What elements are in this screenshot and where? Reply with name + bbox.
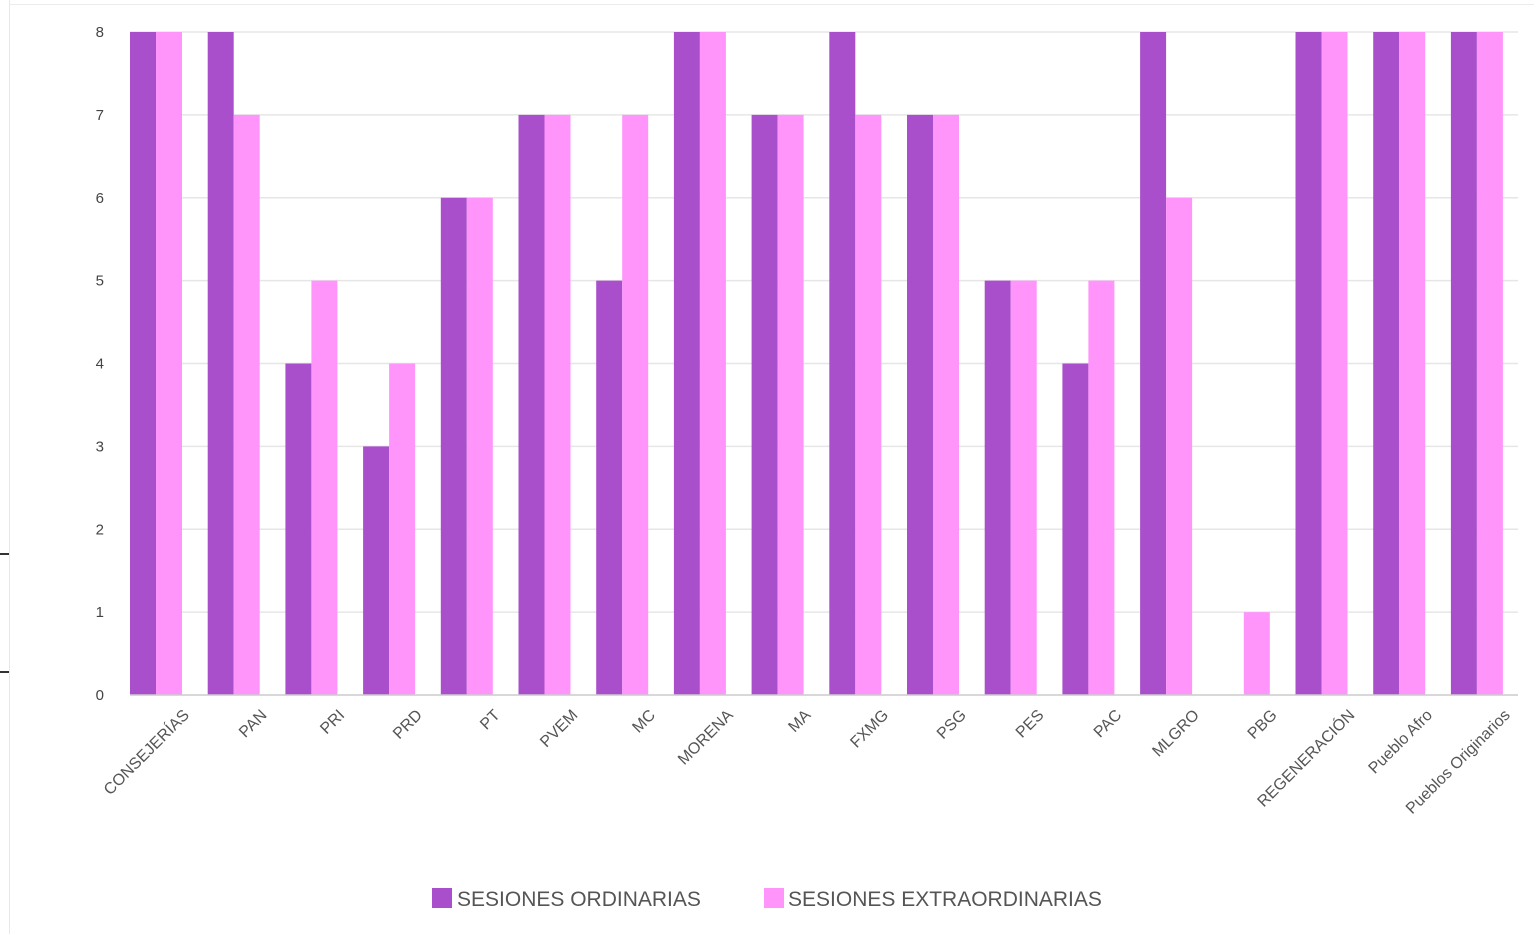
bar-ordinarias bbox=[984, 280, 1011, 695]
bar-extraordinarias bbox=[1476, 32, 1503, 695]
bar-ordinarias bbox=[1295, 32, 1322, 695]
bar-extraordinarias bbox=[1088, 280, 1115, 695]
x-tick-label: CONSEJERÍAS bbox=[100, 705, 193, 798]
y-tick-label: 6 bbox=[96, 190, 104, 207]
bar-extraordinarias bbox=[933, 114, 959, 695]
legend-label: SESIONES ORDINARIAS bbox=[457, 888, 701, 911]
x-tick-label: PES bbox=[1013, 707, 1048, 742]
y-tick-label: 2 bbox=[96, 521, 104, 538]
bar-ordinarias bbox=[363, 446, 390, 695]
x-tick-label: MLGRO bbox=[1149, 707, 1203, 761]
frame-border-top bbox=[9, 4, 1534, 5]
bars bbox=[130, 32, 1503, 695]
bar-ordinarias bbox=[673, 32, 700, 695]
x-tick-label: PSG bbox=[934, 707, 970, 743]
x-tick-label: PAN bbox=[236, 707, 270, 741]
bar-ordinarias bbox=[751, 114, 778, 695]
y-tick-label: 8 bbox=[96, 24, 104, 41]
bar-ordinarias bbox=[596, 280, 623, 695]
bar-extraordinarias bbox=[855, 114, 882, 695]
y-tick-label: 4 bbox=[96, 356, 104, 373]
x-tick-label: PBG bbox=[1245, 707, 1281, 743]
y-tick-label: 3 bbox=[96, 438, 104, 455]
y-tick-label: 0 bbox=[96, 687, 104, 704]
bar-ordinarias bbox=[130, 32, 156, 695]
bar-extraordinarias bbox=[622, 114, 649, 695]
x-tick-label: PT bbox=[477, 707, 504, 734]
bar-ordinarias bbox=[285, 363, 312, 695]
x-tick-label: PAC bbox=[1091, 707, 1125, 741]
x-tick-label: Pueblo Afro bbox=[1366, 707, 1437, 778]
x-tick-label: PRI bbox=[317, 707, 348, 738]
y-tick-label: 1 bbox=[96, 604, 104, 621]
x-tick-label: PVEM bbox=[537, 707, 581, 751]
bar-ordinarias bbox=[907, 114, 933, 695]
bar-extraordinarias bbox=[1166, 197, 1193, 695]
x-tick-label: FXMG bbox=[847, 707, 892, 752]
bar-ordinarias bbox=[829, 32, 856, 695]
gridlines bbox=[130, 31, 1518, 613]
bar-ordinarias bbox=[440, 197, 467, 695]
bar-extraordinarias bbox=[1010, 280, 1037, 695]
bar-extraordinarias bbox=[699, 32, 726, 695]
bar-extraordinarias bbox=[777, 114, 804, 695]
x-tick-label: MC bbox=[629, 707, 659, 737]
bar-extraordinarias bbox=[1321, 32, 1348, 695]
frame-border-left bbox=[9, 0, 10, 934]
x-axis-ticks: CONSEJERÍAS PAN PRI PRD PT PVEM MC MORENA MA FXMG… bbox=[100, 705, 1514, 817]
edge-marker bbox=[0, 671, 9, 673]
bar-extraordinarias bbox=[1243, 612, 1270, 695]
bar-ordinarias bbox=[207, 32, 234, 695]
y-tick-label: 5 bbox=[96, 273, 104, 290]
bar-ordinarias bbox=[518, 114, 545, 695]
x-tick-label: PRD bbox=[390, 707, 426, 743]
bar-extraordinarias bbox=[466, 197, 493, 695]
legend-label: SESIONES EXTRAORDINARIAS bbox=[788, 888, 1102, 911]
legend-swatch bbox=[764, 888, 784, 908]
x-tick-label: MA bbox=[785, 707, 814, 736]
y-tick-label: 7 bbox=[96, 107, 104, 124]
y-axis-ticks: 0 1 2 3 4 5 6 7 8 bbox=[96, 24, 104, 704]
bar-extraordinarias bbox=[1399, 32, 1426, 695]
bar-ordinarias bbox=[1140, 32, 1167, 695]
legend-swatch bbox=[432, 888, 452, 908]
legend: SESIONES ORDINARIAS SESIONES EXTRAORDINAR… bbox=[432, 888, 1102, 911]
bar-extraordinarias bbox=[156, 32, 182, 695]
bar-extraordinarias bbox=[233, 114, 260, 695]
bar-extraordinarias bbox=[544, 114, 571, 695]
x-tick-label: MORENA bbox=[675, 707, 737, 769]
bar-ordinarias bbox=[1373, 32, 1400, 695]
bar-ordinarias bbox=[1450, 32, 1477, 695]
bar-ordinarias bbox=[1062, 363, 1089, 695]
bar-extraordinarias bbox=[389, 363, 416, 695]
bar-extraordinarias bbox=[311, 280, 338, 695]
edge-marker bbox=[0, 553, 9, 555]
